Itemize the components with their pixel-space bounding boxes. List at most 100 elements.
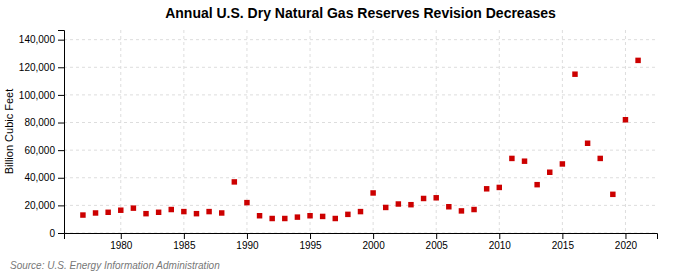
grid-line bbox=[183, 30, 184, 233]
grid-line bbox=[64, 122, 657, 123]
tick-mark bbox=[58, 95, 64, 96]
tick-label: 120,000 bbox=[19, 62, 56, 73]
point bbox=[585, 140, 590, 145]
tick-label: 20,000 bbox=[24, 200, 55, 211]
tick: 40,000 bbox=[24, 172, 64, 183]
grid-line bbox=[64, 67, 657, 68]
tick-mark bbox=[247, 233, 248, 239]
point bbox=[118, 207, 123, 212]
tick-mark bbox=[121, 233, 122, 239]
point bbox=[131, 205, 136, 210]
tick: 20,000 bbox=[24, 200, 64, 211]
grid-line bbox=[625, 30, 626, 233]
grid-line bbox=[499, 30, 500, 233]
point bbox=[320, 214, 325, 219]
tick-label: 2010 bbox=[489, 240, 512, 251]
point bbox=[421, 196, 426, 201]
title: Annual U.S. Dry Natural Gas Reserves Rev… bbox=[165, 5, 556, 21]
grid-line bbox=[120, 30, 121, 233]
point bbox=[446, 204, 451, 209]
tick: 1990 bbox=[236, 233, 259, 251]
point bbox=[257, 213, 262, 218]
point bbox=[156, 210, 161, 215]
tick-mark bbox=[58, 40, 64, 41]
tick-label: 1985 bbox=[173, 240, 196, 251]
tick-mark bbox=[58, 205, 64, 206]
grid-line bbox=[310, 30, 311, 233]
tick-label: 1995 bbox=[299, 240, 322, 251]
point bbox=[484, 186, 489, 191]
grid-line bbox=[373, 30, 374, 233]
point bbox=[572, 71, 577, 76]
grid-line bbox=[64, 177, 657, 178]
grid-line bbox=[64, 94, 657, 95]
tick-label: 60,000 bbox=[24, 145, 55, 156]
point bbox=[497, 185, 502, 190]
tick-mark bbox=[184, 233, 185, 239]
tick: 80,000 bbox=[24, 117, 64, 128]
grid-line bbox=[64, 39, 657, 40]
axis-line bbox=[65, 234, 658, 240]
tick: 0 bbox=[49, 228, 64, 239]
tick-mark bbox=[625, 233, 626, 239]
tick-mark bbox=[58, 178, 64, 179]
tick-mark bbox=[562, 233, 563, 239]
point bbox=[471, 207, 476, 212]
tick-label: 2020 bbox=[615, 240, 638, 251]
tick-label: 140,000 bbox=[19, 34, 56, 45]
tick-label: 100,000 bbox=[19, 90, 56, 101]
y-axis-label: Billion Cubic Feet bbox=[3, 89, 15, 175]
tick: 1985 bbox=[173, 233, 196, 251]
point bbox=[370, 190, 375, 195]
point bbox=[194, 211, 199, 216]
point bbox=[295, 214, 300, 219]
point bbox=[169, 207, 174, 212]
tick-mark bbox=[58, 233, 64, 234]
grid-line bbox=[562, 30, 563, 233]
tick-mark bbox=[373, 233, 374, 239]
point bbox=[433, 195, 438, 200]
grid-line bbox=[64, 150, 657, 151]
point bbox=[408, 202, 413, 207]
tick-mark bbox=[58, 123, 64, 124]
point bbox=[232, 179, 237, 184]
tick: 2000 bbox=[362, 233, 385, 251]
grid-line bbox=[64, 205, 657, 206]
point bbox=[80, 212, 85, 217]
point bbox=[597, 156, 602, 161]
tick: 2020 bbox=[615, 233, 638, 251]
point bbox=[635, 58, 640, 63]
point bbox=[547, 169, 552, 174]
point bbox=[333, 216, 338, 221]
point bbox=[93, 210, 98, 215]
y-axis: 0 20,000 40,000 60,000 80,000 100,000 120,000 1… bbox=[19, 31, 65, 239]
point bbox=[396, 201, 401, 206]
point bbox=[522, 158, 527, 163]
tick-mark bbox=[436, 233, 437, 239]
point bbox=[219, 210, 224, 215]
point bbox=[105, 210, 110, 215]
chart: 1980 1985 1990 1995 2000 2005 2010 2015 2020 0 20,… bbox=[0, 0, 675, 275]
point bbox=[307, 213, 312, 218]
point bbox=[509, 156, 514, 161]
tick-label: 1980 bbox=[110, 240, 133, 251]
point bbox=[282, 216, 287, 221]
tick: 2010 bbox=[489, 233, 512, 251]
axis-line bbox=[58, 31, 65, 234]
point bbox=[269, 216, 274, 221]
point bbox=[534, 182, 539, 187]
tick-label: 2000 bbox=[362, 240, 385, 251]
tick-mark bbox=[499, 233, 500, 239]
point bbox=[623, 117, 628, 122]
point bbox=[383, 205, 388, 210]
x-axis: 1980 1985 1990 1995 2000 2005 2010 2015 2020 bbox=[65, 233, 658, 251]
tick: 60,000 bbox=[24, 145, 64, 156]
point bbox=[181, 209, 186, 214]
tick-label: 2015 bbox=[552, 240, 575, 251]
tick-label: 2005 bbox=[426, 240, 449, 251]
grid bbox=[64, 30, 657, 233]
tick: 1995 bbox=[299, 233, 322, 251]
tick-label: 40,000 bbox=[24, 172, 55, 183]
tick-mark bbox=[58, 150, 64, 151]
point bbox=[459, 208, 464, 213]
